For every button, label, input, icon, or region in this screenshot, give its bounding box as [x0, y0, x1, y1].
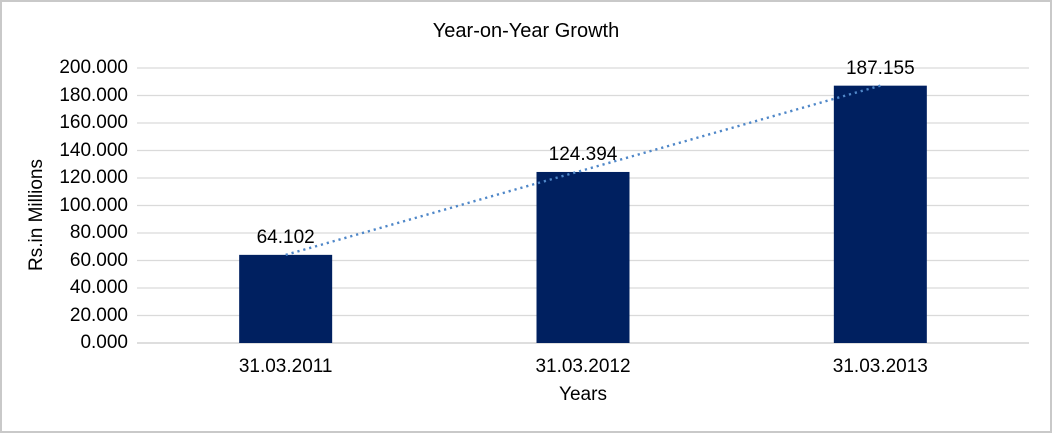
category-label: 31.03.2013 — [832, 356, 928, 377]
y-tick-label: 20.000 — [69, 304, 128, 326]
y-tick-label: 40.000 — [69, 277, 128, 298]
bar-data-label: 124.394 — [548, 143, 618, 165]
bar-data-label: 187.155 — [845, 57, 915, 79]
y-tick-label: 0.000 — [80, 332, 128, 353]
bar-31.03.2012 — [536, 171, 630, 343]
y-tick-label: 160.000 — [59, 112, 128, 133]
y-tick-label: 100.000 — [59, 194, 128, 216]
y-tick-label: 80.000 — [69, 222, 128, 243]
bar-data-label: 64.102 — [256, 226, 315, 248]
category-label: 31.03.2012 — [535, 356, 631, 377]
y-tick-label: 60.000 — [69, 249, 128, 271]
bar-31.03.2013 — [833, 85, 927, 344]
bar-31.03.2011 — [239, 254, 333, 343]
y-tick-label: 180.000 — [59, 84, 128, 106]
chart-title: Year-on-Year Growth — [432, 20, 620, 42]
y-tick-label: 140.000 — [59, 139, 128, 161]
y-tick-label: 120.000 — [59, 167, 128, 188]
y-tick-label: 200.000 — [59, 57, 128, 78]
category-label: 31.03.2011 — [238, 356, 333, 377]
x-axis-title: Years — [559, 384, 607, 405]
